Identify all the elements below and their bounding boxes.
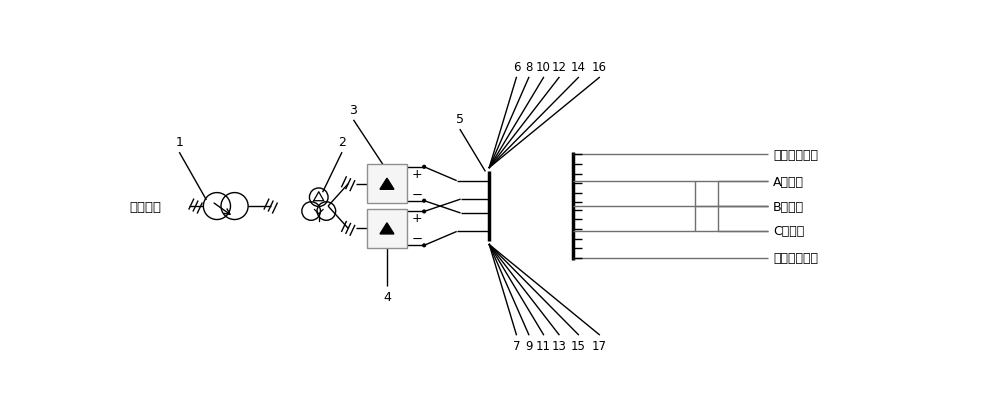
Circle shape [423, 166, 426, 169]
Text: 8: 8 [525, 61, 532, 74]
Circle shape [423, 211, 426, 213]
Text: +: + [412, 212, 422, 225]
Text: 6: 6 [513, 61, 520, 74]
Text: 12: 12 [552, 61, 566, 74]
Text: 10: 10 [536, 61, 551, 74]
Text: 第一绍缘地线: 第一绍缘地线 [773, 148, 818, 162]
Text: −: − [412, 233, 423, 246]
Text: C相导线: C相导线 [773, 225, 804, 238]
Text: 4: 4 [383, 290, 391, 303]
Text: 5: 5 [456, 113, 464, 126]
Text: A相导线: A相导线 [773, 175, 804, 189]
Text: 三相电源: 三相电源 [129, 200, 161, 213]
Text: 3: 3 [350, 104, 357, 117]
Text: B相导线: B相导线 [773, 200, 804, 213]
Text: 16: 16 [592, 61, 607, 74]
Text: 11: 11 [536, 339, 551, 353]
Text: +: + [412, 167, 422, 180]
Circle shape [423, 200, 426, 202]
Polygon shape [380, 223, 394, 234]
Circle shape [423, 244, 426, 247]
Text: 2: 2 [338, 136, 346, 149]
Polygon shape [380, 179, 394, 190]
Text: 9: 9 [525, 339, 533, 353]
Text: 17: 17 [592, 339, 607, 353]
Text: 1: 1 [175, 136, 183, 149]
Text: 15: 15 [571, 339, 586, 353]
Text: 7: 7 [513, 339, 520, 353]
Text: 14: 14 [571, 61, 586, 74]
Bar [367, 165, 407, 203]
Text: 第二绍缘地线: 第二绍缘地线 [773, 252, 818, 265]
Text: −: − [412, 188, 423, 201]
Bar [367, 210, 407, 248]
Text: 13: 13 [552, 339, 566, 353]
